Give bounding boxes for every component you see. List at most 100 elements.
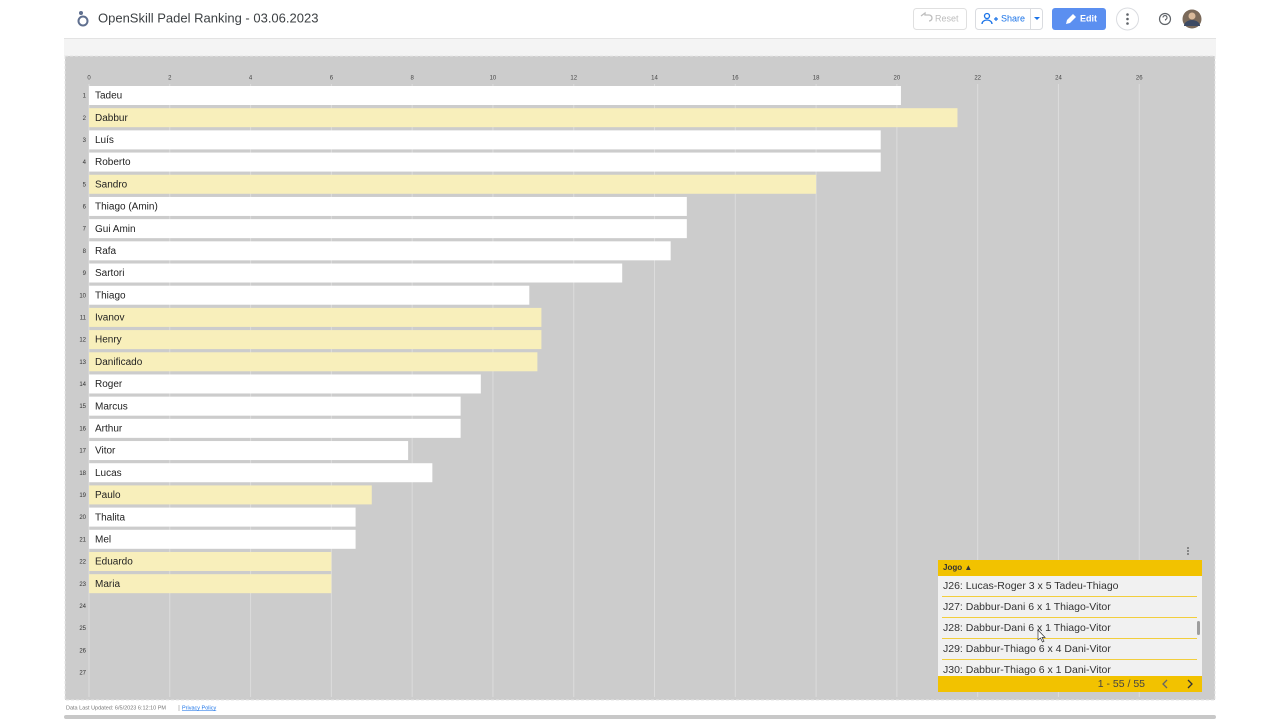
- bar: [89, 108, 958, 128]
- table-row-bg: [938, 660, 1202, 676]
- row-number: 17: [79, 449, 86, 455]
- row-number: 22: [79, 560, 86, 566]
- category-label: Sandro: [95, 179, 128, 190]
- table-cell: J27: Dabbur-Dani 6 x 1 Thiago-Vitor: [943, 601, 1111, 613]
- row-number: 15: [79, 404, 86, 410]
- row-number: 16: [79, 426, 86, 432]
- x-tick-label: 16: [732, 76, 739, 82]
- share-label: Share: [1001, 13, 1025, 23]
- row-number: 10: [79, 293, 86, 299]
- mouse-cursor: [1037, 629, 1046, 643]
- x-tick-label: 2: [168, 76, 172, 82]
- avatar[interactable]: [1182, 9, 1202, 29]
- edit-button[interactable]: Edit: [1052, 8, 1106, 30]
- x-tick-label: 20: [894, 76, 901, 82]
- reset-button[interactable]: Reset: [913, 8, 967, 30]
- row-number: 27: [79, 671, 86, 677]
- category-label: Luís: [95, 135, 114, 146]
- privacy-link[interactable]: Privacy Policy: [182, 705, 216, 711]
- table-row-bg: [938, 618, 1202, 639]
- row-number: 4: [83, 160, 87, 166]
- bar: [89, 130, 881, 150]
- reset-label: Reset: [935, 13, 959, 23]
- row-number: 2: [83, 116, 87, 122]
- row-number: 7: [83, 227, 87, 233]
- row-number: 5: [83, 182, 87, 188]
- row-number: 21: [79, 537, 86, 543]
- logo: [77, 11, 89, 27]
- category-label: Roberto: [95, 157, 131, 168]
- row-number: 24: [79, 604, 86, 610]
- bar: [89, 241, 671, 261]
- last-updated: Data Last Updated: 6/5/2023 6:12:10 PM: [66, 705, 166, 711]
- category-label: Vitor: [95, 446, 116, 457]
- more-menu[interactable]: [1116, 7, 1139, 31]
- bar: [89, 330, 542, 350]
- x-tick-label: 12: [570, 76, 577, 82]
- row-number: 11: [80, 315, 87, 321]
- category-label: Thalita: [95, 512, 125, 523]
- row-number: 26: [79, 648, 86, 654]
- x-tick-label: 24: [1055, 76, 1062, 82]
- table-widget: Jogo ▲ J26: Lucas-Roger 3 x 5 Tadeu-Thia…: [938, 547, 1202, 692]
- bar: [89, 152, 881, 172]
- table-scrollbar[interactable]: [1197, 621, 1200, 635]
- x-tick-label: 22: [974, 76, 981, 82]
- bar: [89, 285, 530, 305]
- widget-menu[interactable]: [1187, 547, 1189, 555]
- x-tick-label: 10: [490, 76, 497, 82]
- category-label: Eduardo: [95, 557, 133, 568]
- x-tick-label: 4: [249, 76, 253, 82]
- prev-page[interactable]: [1162, 679, 1168, 689]
- row-number: 1: [83, 94, 87, 100]
- row-number: 20: [79, 515, 86, 521]
- bar: [89, 418, 461, 438]
- share-button[interactable]: Share: [975, 8, 1043, 30]
- category-label: Lucas: [95, 468, 122, 479]
- category-label: Thiago: [95, 290, 126, 301]
- category-label: Roger: [95, 379, 123, 390]
- bar: [89, 174, 817, 194]
- row-number: 12: [79, 338, 86, 344]
- edit-label: Edit: [1080, 13, 1097, 23]
- category-label: Ivanov: [95, 313, 124, 324]
- x-tick-label: 14: [651, 76, 658, 82]
- bar: [89, 219, 687, 239]
- table-body: J26: Lucas-Roger 3 x 5 Tadeu-Thiago J27: …: [938, 576, 1202, 676]
- bar: [89, 529, 356, 549]
- horizontal-scrollbar[interactable]: [64, 715, 1216, 719]
- row-number: 9: [83, 271, 87, 277]
- category-label: Tadeu: [95, 91, 122, 102]
- bar: [89, 551, 332, 571]
- table-row-bg: [938, 639, 1202, 660]
- row-number: 8: [83, 249, 87, 255]
- category-label: Thiago (Amin): [95, 202, 158, 213]
- table-row-bg: [938, 597, 1202, 618]
- report-title: OpenSkill Padel Ranking - 03.06.2023: [98, 10, 318, 25]
- category-label: Mel: [95, 534, 111, 545]
- bar: [89, 485, 372, 505]
- row-number: 25: [79, 626, 86, 632]
- next-page[interactable]: [1187, 679, 1193, 689]
- bar: [89, 352, 538, 372]
- x-tick-label: 26: [1136, 76, 1143, 82]
- table-row-bg: [938, 576, 1202, 597]
- category-label: Dabbur: [95, 113, 128, 124]
- table-header[interactable]: Jogo ▲: [943, 563, 972, 572]
- bar: [89, 396, 461, 416]
- pagination-bar: [938, 676, 1202, 692]
- pagination-label: 1 - 55 / 55: [1098, 678, 1145, 690]
- category-label: Gui Amin: [95, 224, 136, 235]
- x-tick-label: 8: [410, 76, 414, 82]
- bar: [89, 463, 433, 483]
- help-icon[interactable]: [1158, 12, 1172, 26]
- bar: [89, 196, 687, 216]
- toolbar-band: [64, 38, 1216, 56]
- category-label: Paulo: [95, 490, 121, 501]
- table-cell: J30: Dabbur-Thiago 6 x 1 Dani-Vitor: [943, 664, 1111, 676]
- bar: [89, 86, 901, 105]
- bar: [89, 307, 542, 327]
